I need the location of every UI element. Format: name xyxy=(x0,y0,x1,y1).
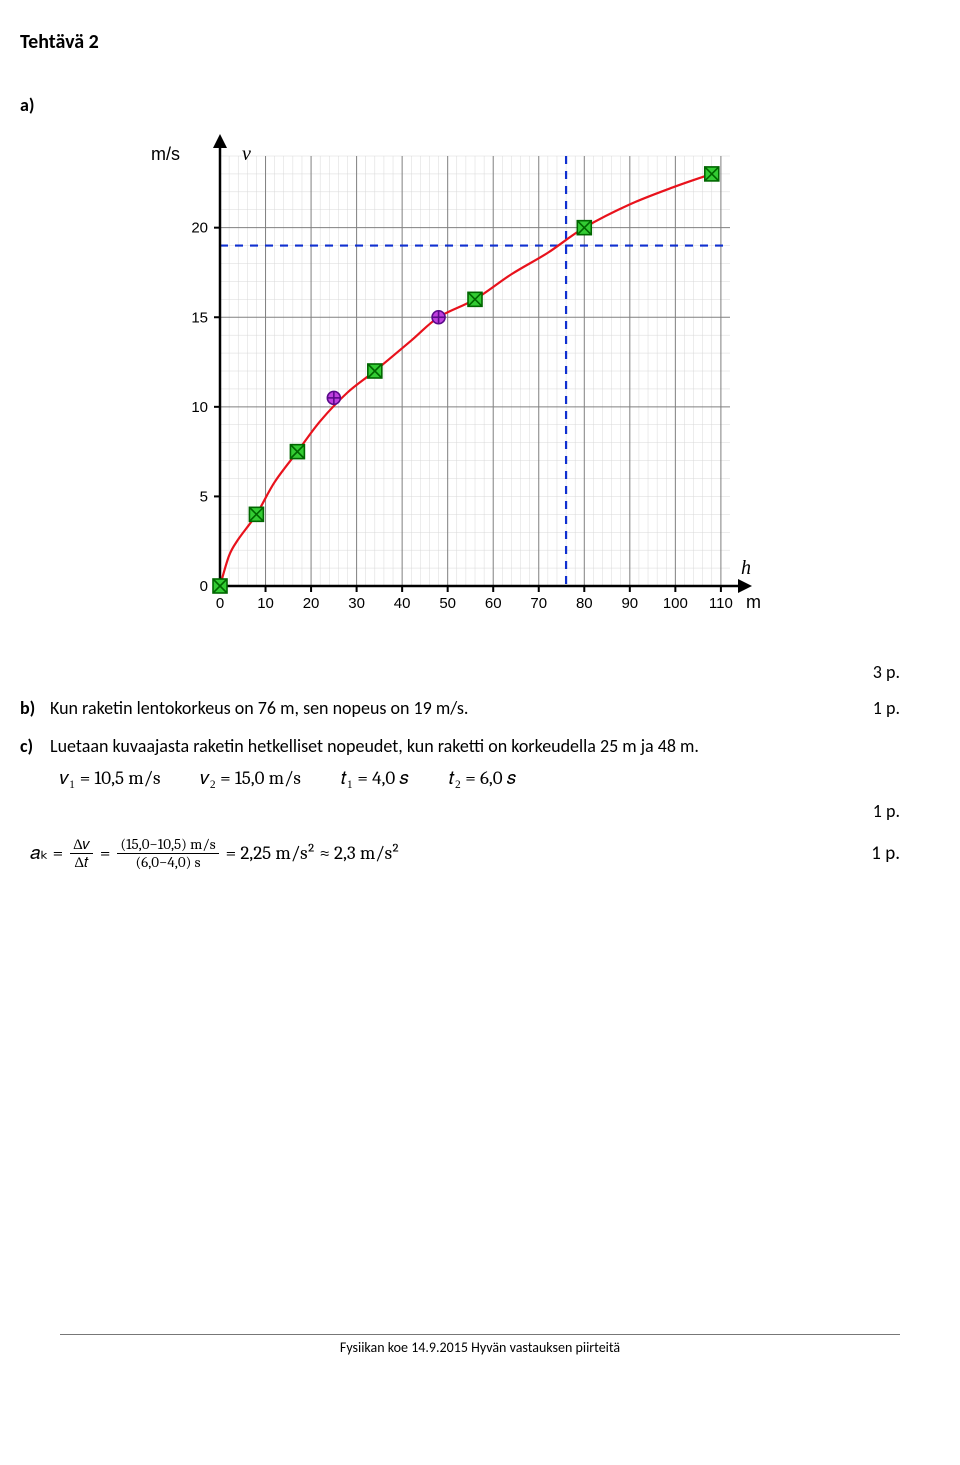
frac2-num: (15,0−10,5) m/s xyxy=(117,836,218,854)
svg-text:30: 30 xyxy=(348,595,365,612)
frac1-num: Δ𝑣 xyxy=(70,836,93,854)
eq-sign-1: = xyxy=(100,842,111,864)
part-a-label: a) xyxy=(20,94,900,116)
svg-text:10: 10 xyxy=(257,595,274,612)
page-footer: Fysiikan koe 14.9.2015 Hyvän vastauksen … xyxy=(0,1334,960,1356)
velocity-height-chart: 0 10 20 30 40 50 60 70 80 90 100 110 0 5 10 15 20 m/s v hm xyxy=(150,126,760,626)
ak-lhs: 𝑎ₖ = xyxy=(30,842,63,864)
svg-text:m: m xyxy=(746,592,760,612)
svg-text:90: 90 xyxy=(621,595,638,612)
svg-text:60: 60 xyxy=(485,595,502,612)
points-b: 1 p. xyxy=(840,697,900,719)
part-c-label: c) xyxy=(20,735,50,757)
part-c-text: Luetaan kuvaajasta raketin hetkelliset n… xyxy=(50,735,840,757)
svg-text:50: 50 xyxy=(439,595,456,612)
part-b-label: b) xyxy=(20,697,50,719)
svg-text:110: 110 xyxy=(709,595,733,612)
points-c1: 1 p. xyxy=(20,800,900,822)
t2-value: 𝑡₂ = 6,0 𝑠 xyxy=(449,767,516,790)
svg-text:v: v xyxy=(242,143,251,165)
svg-text:20: 20 xyxy=(191,220,208,237)
svg-text:40: 40 xyxy=(394,595,411,612)
svg-text:m/s: m/s xyxy=(151,144,180,164)
svg-text:5: 5 xyxy=(200,488,208,505)
frac1-den: Δ𝑡 xyxy=(71,854,91,871)
points-c2: 1 p. xyxy=(840,842,900,865)
svg-text:h: h xyxy=(741,557,751,579)
frac2-den: (6,0−4,0) s xyxy=(132,854,203,871)
svg-text:10: 10 xyxy=(191,399,208,416)
svg-text:0: 0 xyxy=(200,578,208,595)
task-title: Tehtävä 2 xyxy=(20,30,900,54)
svg-text:0: 0 xyxy=(216,595,224,612)
v1-value: 𝑣₁ = 10,5 m/s xyxy=(60,767,160,790)
t1-value: 𝑡₁ = 4,0 𝑠 xyxy=(341,767,409,790)
chart-container: 0 10 20 30 40 50 60 70 80 90 100 110 0 5 10 15 20 m/s v hm xyxy=(150,126,900,631)
equation-acceleration: 𝑎ₖ = Δ𝑣 Δ𝑡 = (15,0−10,5) m/s (6,0−4,0) s… xyxy=(20,836,900,870)
svg-text:15: 15 xyxy=(191,309,208,326)
equation-velocities-times: 𝑣₁ = 10,5 m/s 𝑣₂ = 15,0 m/s 𝑡₁ = 4,0 𝑠 𝑡… xyxy=(60,767,900,790)
footer-text: Fysiikan koe 14.9.2015 Hyvän vastauksen … xyxy=(60,1334,900,1356)
svg-text:100: 100 xyxy=(663,595,688,612)
svg-text:20: 20 xyxy=(303,595,320,612)
svg-text:70: 70 xyxy=(530,595,547,612)
v2-value: 𝑣₂ = 15,0 m/s xyxy=(200,767,300,790)
ak-result2: ≈ 2,3 m/s² xyxy=(319,842,399,864)
svg-text:80: 80 xyxy=(576,595,593,612)
points-a: 3 p. xyxy=(20,661,900,683)
part-b-text: Kun raketin lentokorkeus on 76 m, sen no… xyxy=(50,697,840,719)
ak-result1: = 2,25 m/s² xyxy=(226,842,316,864)
